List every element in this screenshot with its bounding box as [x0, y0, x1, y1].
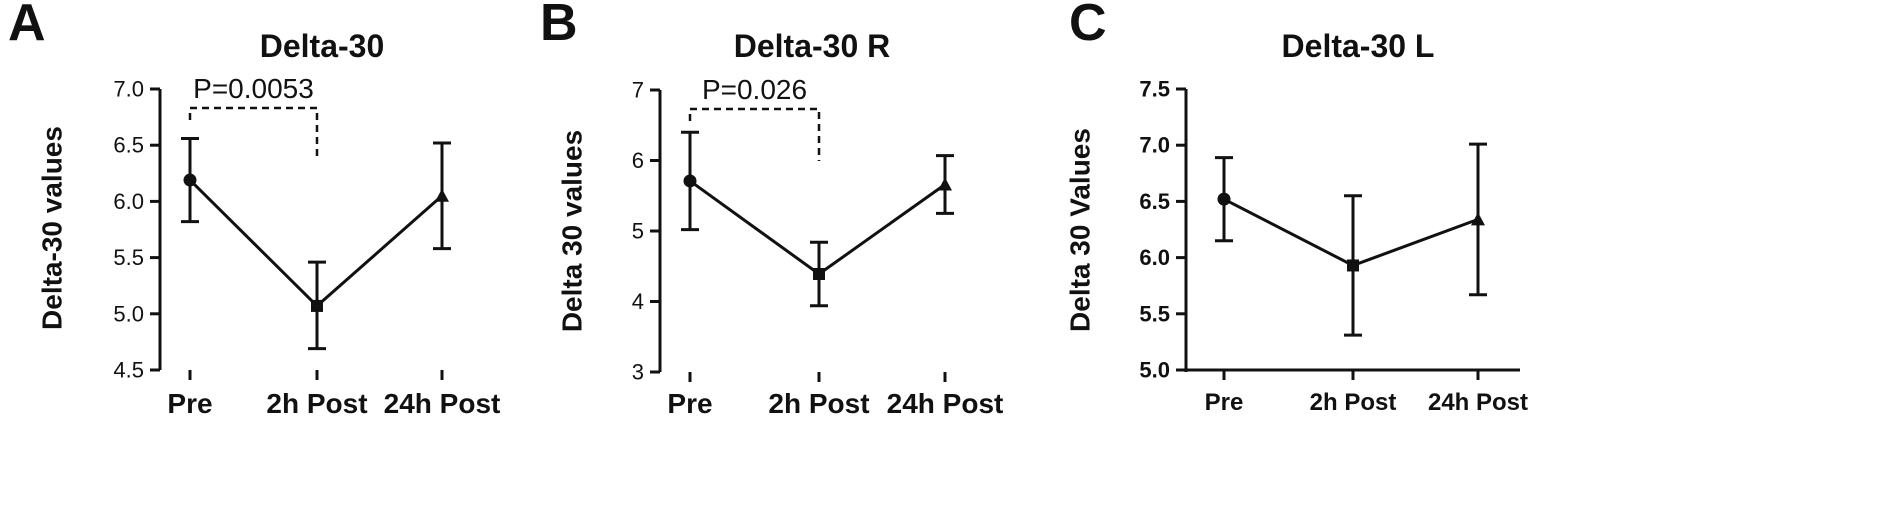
data-point-circle — [183, 173, 197, 187]
x-tick-label: 24h Post — [887, 388, 1004, 419]
x-tick-label: 2h Post — [1310, 389, 1397, 416]
y-tick-label: 5.5 — [1139, 301, 1170, 326]
x-tick-label: 2h Post — [266, 388, 367, 419]
y-tick-label: 6.5 — [1139, 189, 1170, 214]
x-tick-label: 24h Post — [1428, 389, 1528, 416]
panel-letter: C — [1069, 0, 1107, 52]
x-tick-label: Pre — [167, 388, 212, 419]
y-tick-label: 3 — [632, 360, 644, 385]
data-point-circle — [683, 174, 697, 188]
y-tick-label: 7.5 — [1139, 77, 1170, 102]
y-tick-label: 6 — [632, 148, 644, 173]
x-tick-label: 24h Post — [384, 388, 501, 419]
y-tick-label: 6.5 — [113, 133, 144, 158]
panel-letter: A — [8, 0, 46, 52]
y-tick-label: 4.5 — [113, 358, 144, 383]
significance-bracket — [188, 106, 319, 160]
chart-title: Delta-30 — [260, 28, 385, 64]
y-axis-label: Delta 30 values — [557, 130, 588, 332]
x-tick-label: 2h Post — [768, 388, 869, 419]
x-tick-label: Pre — [1205, 389, 1244, 416]
series-line — [1223, 197, 1479, 268]
data-point-circle — [1217, 192, 1231, 206]
data-point-square — [1347, 259, 1359, 272]
x-tick-label: Pre — [667, 388, 712, 419]
chart-panel-b: B Delta-30 R Delta 30 values 3 4 5 6 7 Pre 2h Pos… — [540, 0, 1003, 419]
y-tick-label: 7.0 — [113, 77, 144, 102]
data-point-square — [311, 299, 323, 312]
chart-panel-c: C Delta-30 L Delta 30 Values 5.0 5.5 6.0 6.5 7.… — [1065, 0, 1529, 416]
y-tick-label: 4 — [632, 289, 644, 314]
chart-panel-a: A Delta-30 Delta-30 values 4.5 5.0 5.5 6.0 6.5 7… — [8, 0, 500, 419]
data-point-square — [813, 268, 825, 281]
panel-letter: B — [540, 0, 578, 52]
y-axis-label: Delta-30 values — [37, 126, 68, 330]
data-point-triangle — [435, 188, 449, 202]
y-tick-label: 5.5 — [113, 245, 144, 270]
significance-bracket — [688, 107, 821, 161]
y-axis-label: Delta 30 Values — [1065, 128, 1096, 332]
data-point-triangle — [1471, 212, 1485, 226]
y-tick-label: 5 — [632, 219, 644, 244]
chart-title: Delta-30 L — [1282, 28, 1435, 64]
y-tick-label: 5.0 — [113, 301, 144, 326]
y-tick-label: 5.0 — [1139, 358, 1170, 383]
y-tick-label: 6.0 — [113, 189, 144, 214]
chart-title: Delta-30 R — [734, 28, 891, 64]
y-tick-label: 7 — [632, 78, 644, 103]
y-tick-label: 7.0 — [1139, 133, 1170, 158]
p-value-label: P=0.0053 — [193, 73, 314, 104]
data-point-triangle — [938, 177, 952, 191]
y-tick-label: 6.0 — [1139, 245, 1170, 270]
p-value-label: P=0.026 — [702, 74, 807, 105]
